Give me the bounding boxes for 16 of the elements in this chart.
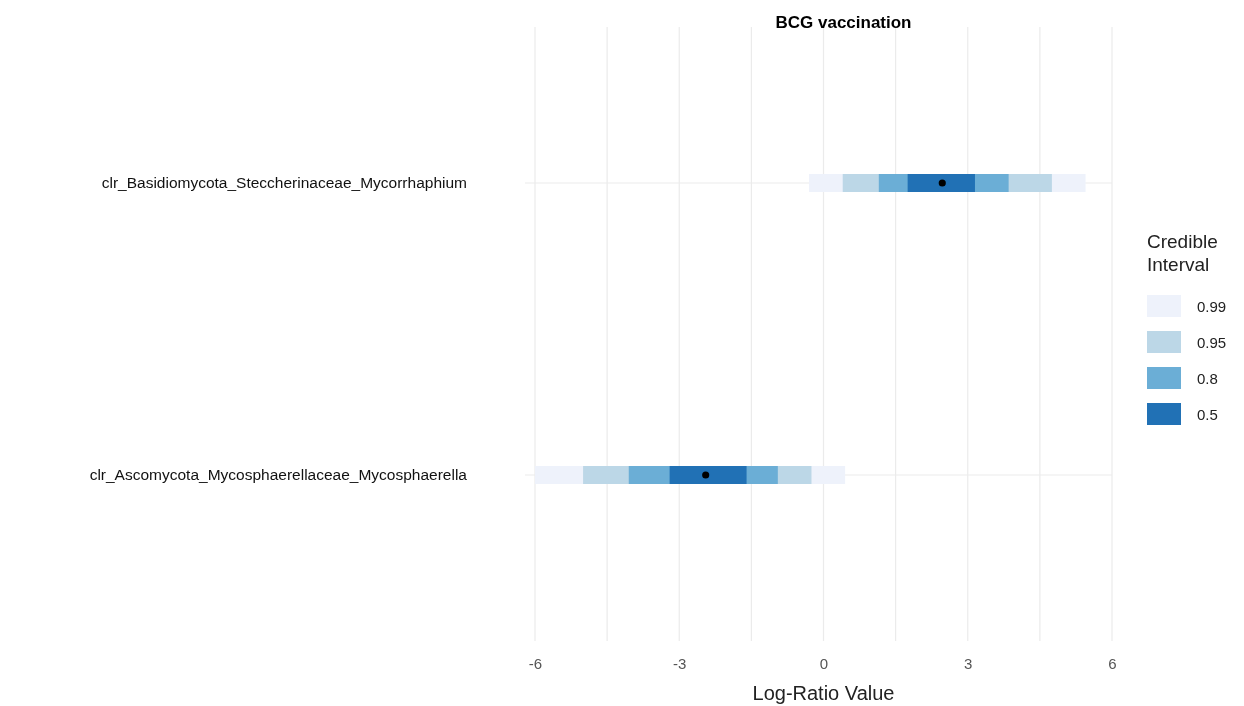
x-tick-label: 0 — [819, 654, 829, 672]
legend-title: Credible Interval — [1147, 231, 1218, 275]
x-tick-label: 6 — [1108, 654, 1117, 672]
x-tick-label: -6 — [528, 654, 543, 672]
y-tick-label: clr_Ascomycota_Mycosphaerellaceae_Mycosphaerella — [89, 466, 468, 484]
chart-title: BCG vaccination — [775, 13, 912, 32]
bar — [907, 174, 975, 192]
bar — [669, 466, 747, 484]
legend-label: 0.5 — [1197, 406, 1218, 423]
x-tick-label: -3 — [673, 654, 687, 672]
x-axis-title: Log-Ratio Value — [752, 682, 895, 704]
legend-label: 0.8 — [1197, 370, 1218, 387]
legend-label: 0.99 — [1197, 298, 1227, 315]
legend-label: 0.95 — [1197, 334, 1227, 351]
x-tick-label: 3 — [964, 654, 973, 672]
y-tick-label: clr_Basidiomycota_Steccherinaceae_Mycorrhaphium — [101, 174, 467, 192]
